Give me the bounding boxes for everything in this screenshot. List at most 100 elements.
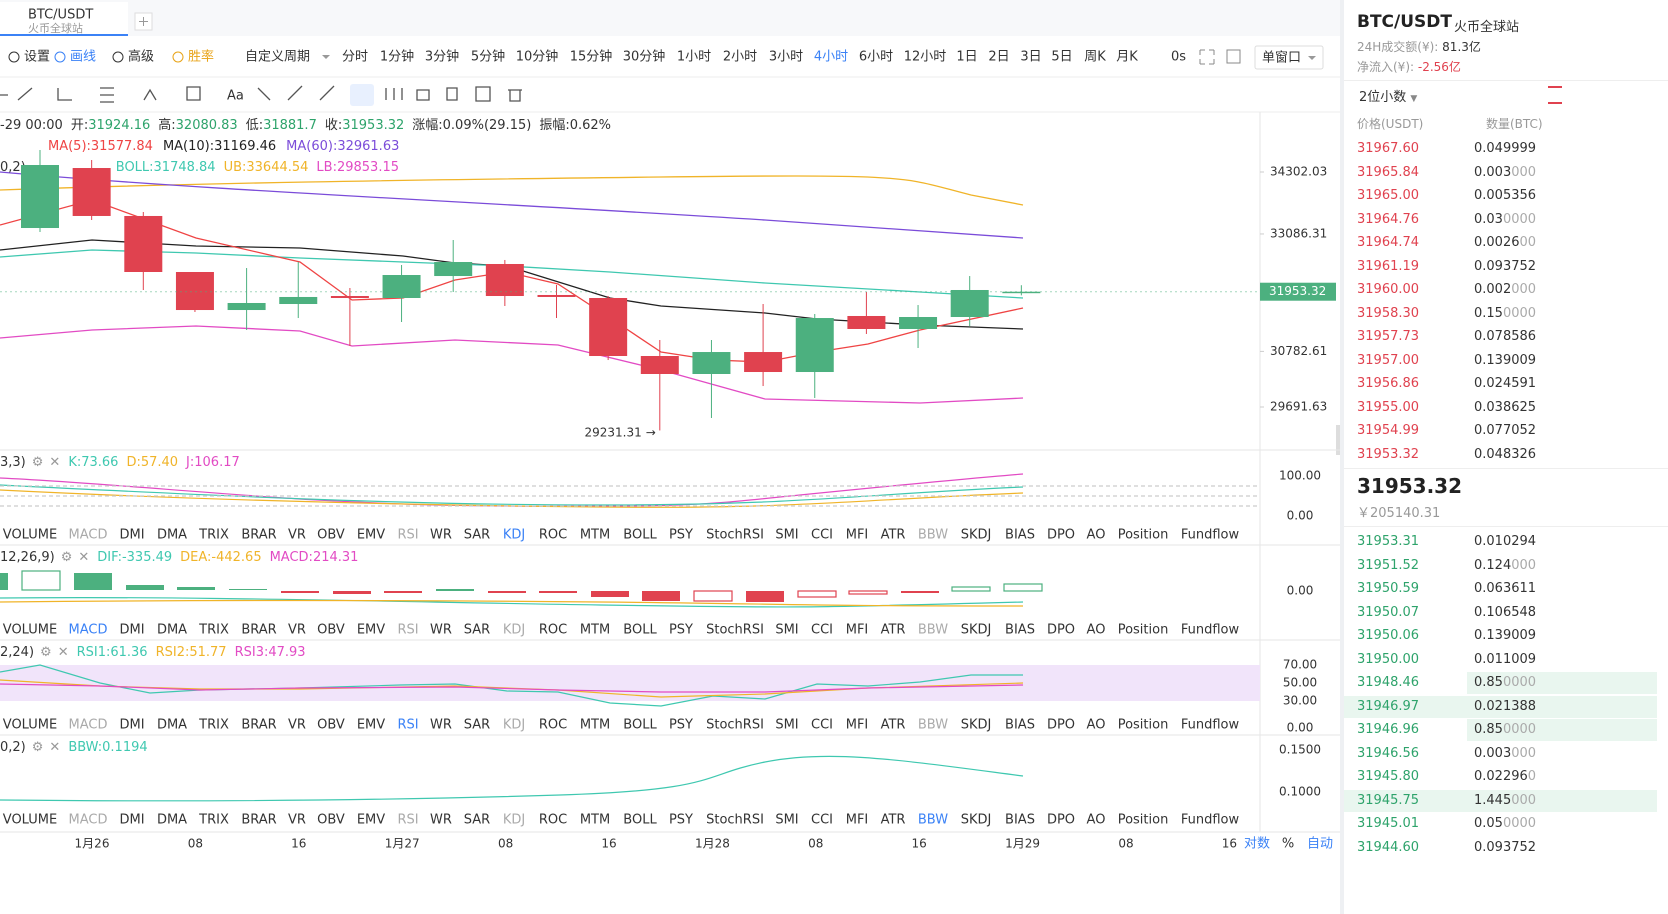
period[interactable]: 12小时 bbox=[904, 50, 947, 65]
axis-mode[interactable]: 自动 bbox=[1307, 837, 1333, 852]
indicator-tab[interactable]: KDJ bbox=[503, 623, 525, 638]
indicator-tab[interactable]: Fundflow bbox=[1181, 528, 1240, 543]
indicator-tab[interactable]: RSI bbox=[397, 813, 418, 828]
indicator-tab[interactable]: BOLL bbox=[623, 528, 657, 543]
indicator-tab[interactable]: PSY bbox=[669, 623, 693, 638]
indicator-tab[interactable]: KDJ bbox=[503, 528, 525, 543]
indicator-tab[interactable]: CCI bbox=[811, 813, 833, 828]
indicator-tab[interactable]: BBW bbox=[918, 813, 948, 828]
screenshot-icon[interactable] bbox=[1226, 49, 1241, 64]
tool[interactable]: 画线 bbox=[70, 50, 96, 65]
indicator-tab[interactable]: StochRSI bbox=[706, 623, 764, 638]
indicator-tab[interactable]: DPO bbox=[1047, 623, 1075, 638]
indicator-tab[interactable]: MFI bbox=[846, 718, 869, 733]
indicator-tab[interactable]: MTM bbox=[580, 623, 610, 638]
tool[interactable]: 设置 bbox=[24, 50, 50, 65]
indicator-tab[interactable]: BIAS bbox=[1005, 623, 1035, 638]
period[interactable]: 5日 bbox=[1051, 50, 1072, 65]
tab[interactable] bbox=[0, 2, 128, 36]
indicator-tab[interactable]: VOLUME bbox=[3, 813, 57, 828]
indicator-tab[interactable]: MACD bbox=[69, 623, 108, 638]
period[interactable]: 10分钟 bbox=[516, 49, 559, 65]
indicator-tab[interactable]: Position bbox=[1118, 528, 1169, 543]
indicator-tab[interactable]: StochRSI bbox=[706, 813, 764, 828]
indicator-tab[interactable]: ROC bbox=[539, 813, 567, 828]
indicator-tab[interactable]: RSI bbox=[397, 528, 418, 543]
indicator-tab[interactable]: WR bbox=[430, 623, 452, 638]
indicator-tab[interactable]: AO bbox=[1087, 813, 1106, 828]
indicator-tab[interactable]: AO bbox=[1087, 528, 1106, 543]
indicator-tab[interactable]: VR bbox=[288, 528, 306, 543]
settings-icon[interactable]: ⚙ bbox=[61, 550, 73, 565]
settings-icon[interactable]: ⚙ bbox=[32, 740, 44, 755]
indicator-tab[interactable]: AO bbox=[1087, 718, 1106, 733]
indicator-tab[interactable]: MACD bbox=[69, 718, 108, 733]
custom-period[interactable]: 自定义周期 bbox=[245, 50, 310, 65]
indicator-tab[interactable]: BIAS bbox=[1005, 528, 1035, 543]
indicator-tab[interactable]: ROC bbox=[539, 528, 567, 543]
indicator-tab[interactable]: OBV bbox=[317, 623, 345, 638]
indicator-tab[interactable]: EMV bbox=[357, 813, 385, 828]
period[interactable]: 4小时 bbox=[814, 50, 848, 65]
indicator-tab[interactable]: SKDJ bbox=[961, 718, 992, 733]
indicator-tab[interactable]: MFI bbox=[846, 813, 869, 828]
axis-mode[interactable]: 对数 bbox=[1244, 837, 1270, 852]
indicator-tab[interactable]: TRIX bbox=[198, 623, 229, 638]
indicator-tab[interactable]: DMI bbox=[119, 623, 144, 638]
indicator-tab[interactable]: WR bbox=[430, 528, 452, 543]
indicator-tab[interactable]: MFI bbox=[846, 623, 869, 638]
indicator-tab[interactable]: Position bbox=[1118, 813, 1169, 828]
period[interactable]: 月K bbox=[1116, 50, 1138, 65]
period[interactable]: 分时 bbox=[342, 50, 368, 65]
indicator-tab[interactable]: BOLL bbox=[623, 623, 657, 638]
settings-icon[interactable]: ⚙ bbox=[40, 645, 52, 660]
period[interactable]: 2日 bbox=[988, 50, 1009, 65]
period[interactable]: 15分钟 bbox=[570, 49, 613, 65]
precision-select[interactable]: 2位小数 ▼ bbox=[1359, 86, 1417, 105]
period[interactable]: 3分钟 bbox=[425, 49, 459, 65]
indicator-tab[interactable]: KDJ bbox=[503, 718, 525, 733]
indicator-tab[interactable]: Position bbox=[1118, 718, 1169, 733]
indicator-tab[interactable]: OBV bbox=[317, 528, 345, 543]
indicator-tab[interactable]: DPO bbox=[1047, 528, 1075, 543]
indicator-tab[interactable]: CCI bbox=[811, 623, 833, 638]
indicator-tab[interactable]: OBV bbox=[317, 718, 345, 733]
indicator-tab[interactable]: DMI bbox=[119, 813, 144, 828]
tool[interactable]: 高级 bbox=[128, 49, 154, 65]
indicator-tab[interactable]: DMA bbox=[157, 813, 187, 828]
indicator-tab[interactable]: CCI bbox=[811, 718, 833, 733]
indicator-tab[interactable]: EMV bbox=[357, 623, 385, 638]
period[interactable]: 3日 bbox=[1020, 50, 1041, 65]
menu-icon[interactable] bbox=[1548, 86, 1562, 104]
indicator-tab[interactable]: ROC bbox=[539, 718, 567, 733]
indicator-tab[interactable]: BBW bbox=[918, 528, 948, 543]
indicator-tab[interactable]: SAR bbox=[464, 623, 490, 638]
indicator-tab[interactable]: DPO bbox=[1047, 813, 1075, 828]
indicator-tab[interactable]: VR bbox=[288, 718, 306, 733]
indicator-tab[interactable]: SMI bbox=[775, 623, 798, 638]
period[interactable]: 周K bbox=[1084, 50, 1106, 65]
indicator-tab[interactable]: VOLUME bbox=[3, 528, 57, 543]
indicator-tab[interactable]: DMI bbox=[119, 718, 144, 733]
indicator-tab[interactable]: EMV bbox=[357, 528, 385, 543]
indicator-tab[interactable]: SMI bbox=[775, 528, 798, 543]
indicator-tab[interactable]: Position bbox=[1118, 623, 1169, 638]
period[interactable]: 1日 bbox=[956, 50, 977, 65]
period[interactable]: 6小时 bbox=[859, 50, 893, 65]
indicator-tab[interactable]: MACD bbox=[69, 813, 108, 828]
period[interactable]: 2小时 bbox=[723, 50, 757, 65]
indicator-tab[interactable]: SKDJ bbox=[961, 623, 992, 638]
indicator-tab[interactable]: TRIX bbox=[198, 718, 229, 733]
indicator-tab[interactable]: BIAS bbox=[1005, 813, 1035, 828]
indicator-tab[interactable]: AO bbox=[1087, 623, 1106, 638]
indicator-tab[interactable]: BRAR bbox=[241, 623, 276, 638]
indicator-tab[interactable]: VOLUME bbox=[3, 623, 57, 638]
indicator-tab[interactable]: VR bbox=[288, 813, 306, 828]
indicator-tab[interactable]: OBV bbox=[317, 813, 345, 828]
indicator-tab[interactable]: VOLUME bbox=[3, 718, 57, 733]
indicator-tab[interactable]: BBW bbox=[918, 718, 948, 733]
indicator-tab[interactable]: SAR bbox=[464, 718, 490, 733]
period[interactable]: 5分钟 bbox=[471, 49, 505, 65]
indicator-tab[interactable]: DMA bbox=[157, 623, 187, 638]
period[interactable]: 30分钟 bbox=[623, 49, 666, 65]
